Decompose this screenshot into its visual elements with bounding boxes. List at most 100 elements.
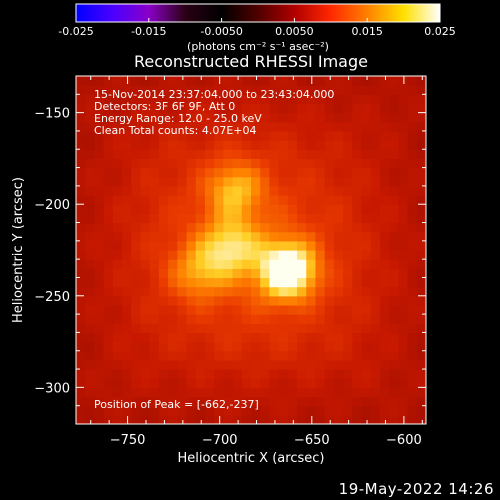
image-pixel — [269, 341, 280, 352]
annotation-line: Energy Range: 12.0 - 25.0 keV — [94, 112, 262, 125]
image-pixel — [324, 158, 335, 169]
image-pixel — [177, 222, 188, 233]
image-pixel — [416, 259, 426, 269]
image-pixel — [278, 259, 289, 269]
image-pixel — [315, 268, 326, 279]
image-pixel — [389, 204, 399, 214]
image-pixel — [297, 231, 307, 242]
image-pixel — [131, 94, 142, 105]
image-pixel — [232, 204, 243, 214]
image-pixel — [195, 277, 206, 288]
image-pixel — [204, 149, 215, 160]
image-pixel — [361, 350, 372, 361]
image-pixel — [278, 158, 289, 169]
image-pixel — [85, 103, 96, 114]
image-pixel — [177, 103, 188, 114]
image-pixel — [389, 185, 399, 196]
image-pixel — [112, 231, 123, 242]
image-pixel — [352, 240, 363, 251]
image-pixel — [232, 332, 243, 343]
image-pixel — [140, 204, 151, 214]
image-pixel — [94, 204, 105, 214]
image-pixel — [214, 130, 224, 141]
colorbar-tick-label: -0.0050 — [200, 25, 242, 38]
image-pixel — [241, 359, 252, 370]
image-pixel — [204, 277, 215, 288]
image-pixel — [214, 85, 224, 95]
image-pixel — [287, 295, 298, 306]
image-pixel — [333, 213, 344, 224]
image-pixel — [140, 414, 151, 424]
image-pixel — [149, 359, 160, 370]
image-pixel — [306, 231, 317, 242]
image-pixel — [407, 268, 418, 279]
image-pixel — [94, 277, 105, 288]
image-pixel — [297, 250, 307, 260]
image-pixel — [177, 204, 188, 214]
image-pixel — [297, 341, 307, 352]
image-pixel — [416, 341, 426, 352]
image-pixel — [278, 250, 289, 260]
image-pixel — [103, 85, 114, 95]
image-pixel — [149, 268, 160, 279]
image-pixel — [306, 277, 317, 288]
image-pixel — [361, 121, 372, 132]
image-pixel — [122, 268, 132, 279]
image-pixel — [103, 341, 114, 352]
image-pixel — [214, 250, 224, 260]
image-pixel — [76, 185, 86, 196]
image-pixel — [333, 76, 344, 86]
image-pixel — [333, 85, 344, 95]
image-pixel — [177, 323, 188, 334]
image-pixel — [343, 259, 353, 269]
image-pixel — [260, 350, 271, 361]
image-pixel — [398, 350, 409, 361]
image-pixel — [223, 94, 234, 105]
image-pixel — [177, 195, 188, 205]
image-pixel — [214, 240, 224, 251]
image-pixel — [158, 103, 169, 114]
colorbar-tick-label: -0.015 — [131, 25, 166, 38]
image-pixel — [333, 295, 344, 306]
image-pixel — [94, 103, 105, 114]
image-pixel — [122, 396, 132, 407]
image-pixel — [370, 240, 381, 251]
image-pixel — [297, 121, 307, 132]
image-pixel — [112, 396, 123, 407]
image-pixel — [416, 158, 426, 169]
image-pixel — [85, 277, 96, 288]
image-pixel — [379, 158, 390, 169]
image-pixel — [158, 121, 169, 132]
image-pixel — [379, 167, 390, 178]
image-pixel — [389, 158, 399, 169]
image-pixel — [232, 140, 243, 150]
image-pixel — [370, 76, 381, 86]
image-pixel — [315, 396, 326, 407]
image-pixel — [333, 222, 344, 233]
image-pixel — [278, 213, 289, 224]
image-pixel — [158, 268, 169, 279]
image-pixel — [260, 213, 271, 224]
image-pixel — [140, 332, 151, 343]
image-pixel — [407, 295, 418, 306]
image-pixel — [416, 231, 426, 242]
image-pixel — [343, 112, 353, 123]
image-pixel — [94, 359, 105, 370]
image-pixel — [287, 167, 298, 178]
image-pixel — [186, 130, 197, 141]
image-pixel — [214, 268, 224, 279]
image-pixel — [76, 103, 86, 114]
image-pixel — [251, 222, 261, 233]
image-pixel — [343, 378, 353, 388]
image-pixel — [131, 85, 142, 95]
image-pixel — [269, 167, 280, 178]
image-pixel — [370, 222, 381, 233]
image-pixel — [186, 396, 197, 407]
image-pixel — [131, 231, 142, 242]
image-pixel — [416, 85, 426, 95]
image-pixel — [324, 350, 335, 361]
image-pixel — [131, 167, 142, 178]
image-pixel — [122, 213, 132, 224]
image-pixel — [379, 369, 390, 379]
image-pixel — [112, 149, 123, 160]
